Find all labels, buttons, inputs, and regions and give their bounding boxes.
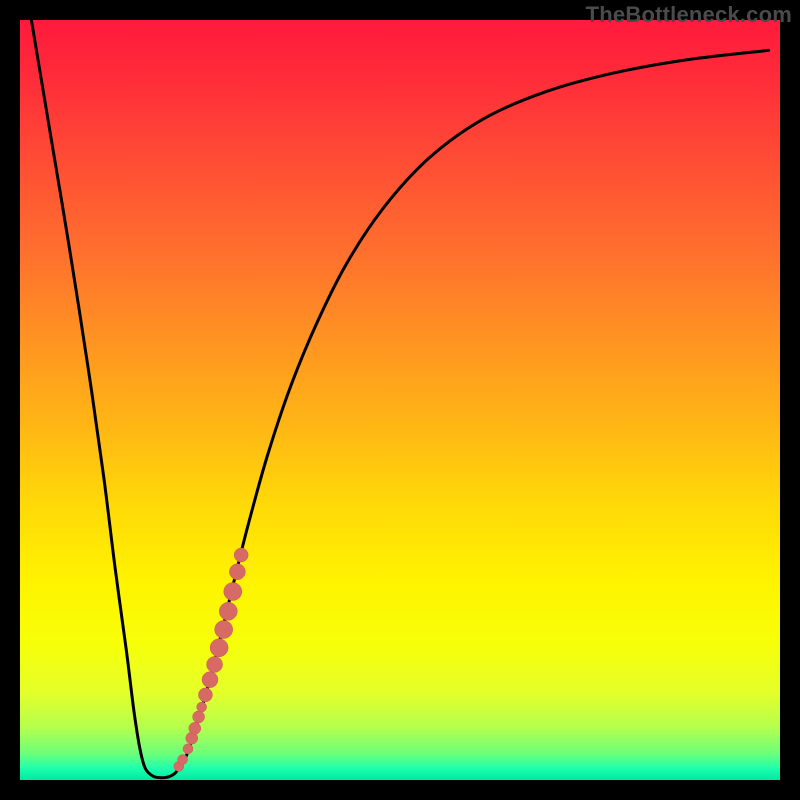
marker-dot: [215, 621, 233, 639]
marker-dot: [189, 722, 201, 734]
marker-dot: [224, 583, 242, 601]
marker-dot: [229, 564, 245, 580]
marker-dot: [183, 744, 193, 754]
marker-dot: [219, 602, 237, 620]
marker-dot: [207, 656, 223, 672]
marker-dot: [198, 688, 212, 702]
attribution-text: TheBottleneck.com: [586, 2, 792, 28]
marker-dot: [210, 639, 228, 657]
chart-frame: TheBottleneck.com: [0, 0, 800, 800]
marker-dot: [178, 754, 188, 764]
plot-background: [20, 20, 780, 780]
marker-dot: [234, 548, 248, 562]
marker-dot: [197, 702, 207, 712]
bottleneck-chart: [0, 0, 800, 800]
marker-dot: [202, 672, 218, 688]
marker-dot: [193, 711, 205, 723]
